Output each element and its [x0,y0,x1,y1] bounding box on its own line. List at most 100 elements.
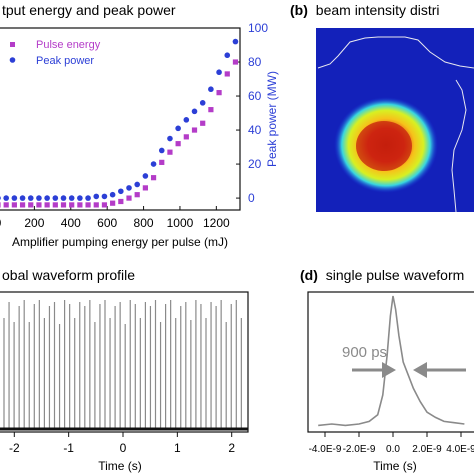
panel-a-y-tick-label: 60 [248,89,262,103]
panel-a-y-ticks: 0 20 40 60 80 100 [236,21,268,205]
pulse-energy-point [19,202,26,208]
panel-d-x-tick-label: 2.0E-9 [412,444,442,455]
peak-power-point [19,195,26,201]
pulse-energy-point [200,120,206,126]
pulse-energy-point [69,202,75,208]
panel-a-x-label: Amplifier pumping energy per pulse (mJ) [12,235,228,249]
legend-peak-power-label: Peak power [36,55,94,67]
fwhm-right-arrow [413,362,466,378]
peak-power-point [3,195,9,201]
pulse-energy-point [208,107,214,113]
panel-d-pulse-waveform [318,295,465,427]
panel-d-x-ticks: -4.0E-9 -2.0E-9 0.0 2.0E-9 4.0E-9 [309,432,474,455]
panel-a-x-ticks: 0 200 400 600 800 1000 1200 [0,206,230,230]
panel-a-y-tick-label: 100 [248,21,268,35]
peak-power-point [68,195,75,201]
panel-a-y-tick-label: 80 [248,55,262,69]
peak-power-point [118,188,124,195]
pulse-energy-point [118,198,124,205]
peak-power-point [175,125,181,132]
pulse-energy-point [134,192,140,198]
panel-c-pulse-train [3,300,242,430]
peak-power-point [52,195,59,201]
panel-c-x-ticks: -2 -1 0 1 2 [9,432,235,455]
pulse-energy-point [159,159,165,165]
panel-b-title: beam intensity distri [316,2,440,18]
panel-d-title: single pulse waveform [326,267,465,283]
panel-a-chart: 0 200 400 600 800 1000 1200 0 20 40 60 80 100 Ampli… [0,21,279,249]
peak-power-point [208,86,214,93]
svg-text:(d) single pulse waveform: (d) single pulse waveform [300,267,464,283]
peak-power-point [11,195,18,201]
pulse-energy-point [150,175,157,181]
pulse-energy-point [28,202,34,208]
panel-c-title: obal waveform profile [2,267,135,283]
pulse-energy-point [36,202,42,208]
pulse-energy-point [3,202,9,208]
pulse-energy-point [44,202,50,208]
pulse-energy-point [0,202,1,208]
pulse-energy-point [142,185,148,191]
pulse-energy-point [167,149,173,155]
panel-a-frame [0,27,241,211]
panel-a-x-tick-label: 200 [24,216,44,230]
peak-power-point [167,135,173,142]
panel-a-x-tick-label: 400 [61,216,81,230]
pulse-energy-point [191,127,198,133]
peak-power-point [101,193,108,200]
panel-a-x-tick-label: 600 [97,216,117,230]
pulse-energy-point [232,59,239,65]
fwhm-left-arrow [352,362,396,378]
peak-power-point [232,38,239,45]
panel-a-y-tick-label: 0 [248,191,255,205]
beam-core [356,121,412,171]
vertical-profile-trace [451,79,467,213]
peak-power-point [126,185,132,191]
horizontal-profile-trace [317,36,474,69]
panel-c-x-tick-label: -2 [9,441,20,455]
peak-power-point [27,195,34,201]
legend-pulse-energy-label: Pulse energy [36,39,101,51]
peak-power-point [191,108,198,115]
panel-c-x-tick-label: -1 [63,441,74,455]
pulse-energy-point [175,141,181,147]
pulse-energy-point [11,202,17,208]
peak-power-point [150,161,157,167]
peak-power-point [77,195,83,201]
pulse-energy-point [93,202,99,208]
pulse-energy-point [52,202,58,208]
panel-a-y-tick-label: 20 [248,157,262,171]
svg-text:(b) beam intensity distri: (b) beam intensity distri [290,2,440,18]
peak-power-point [224,52,231,59]
peak-power-point [93,193,100,200]
panel-a-x-tick-label: 0 [0,216,2,230]
pulse-energy-point [224,71,230,77]
pulse-energy-point [60,202,67,208]
peak-power-point [44,195,50,201]
panel-d-label: (d) [300,267,318,283]
legend-peak-power-marker [9,57,16,63]
panel-a-legend: Pulse energy Peak power [9,39,101,67]
pulse-energy-point [183,134,189,140]
peak-power-point [183,117,190,123]
panel-c-chart: -2 -1 0 1 2 Time (s) [0,291,249,473]
peak-power-point [199,100,206,106]
panel-b-beam-image [316,28,474,213]
panel-d-chart: -4.0E-9 -2.0E-9 0.0 2.0E-9 4.0E-9 Time (s) 9… [307,291,474,473]
panel-a-y-tick-label: 40 [248,123,262,137]
pulse-energy-point [216,90,222,96]
panel-a-marks [0,38,239,208]
peak-power-point [36,195,42,201]
peak-power-point [134,181,140,188]
panel-c-x-tick-label: 1 [174,441,181,455]
peak-power-point [158,147,165,154]
peak-power-point [142,173,149,179]
pulse-energy-point [77,202,83,208]
panel-d-x-tick-label: -4.0E-9 [309,444,342,455]
panel-a-y-label-right: Peak power (MW) [265,71,279,167]
panel-a-x-tick-label: 800 [134,216,154,230]
panel-d-x-tick-label: 0.0 [386,444,400,455]
peak-power-point [60,195,67,201]
panel-c-x-tick-label: 0 [120,441,127,455]
panel-d-x-tick-label: -2.0E-9 [343,444,376,455]
